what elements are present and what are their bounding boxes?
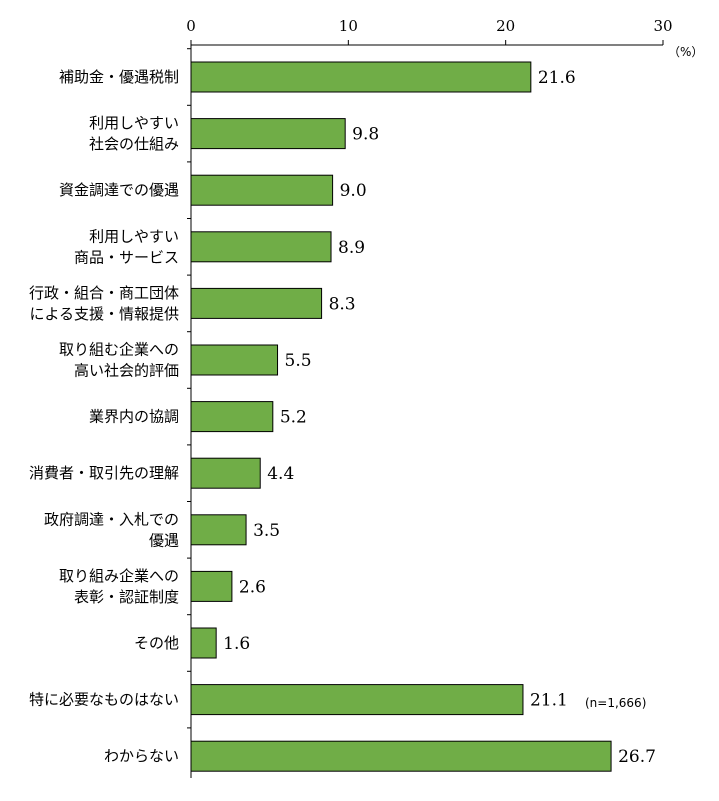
category-label: 特に必要なものはない <box>29 691 179 709</box>
bar-value-label: 8.9 <box>338 238 365 258</box>
bar-value-label: 1.6 <box>223 634 250 654</box>
bar <box>190 514 247 546</box>
bar-value-label: 21.1 <box>530 691 568 711</box>
bar-value-label: 2.6 <box>239 577 266 597</box>
bar-value-label: 3.5 <box>253 521 280 541</box>
bars <box>190 61 612 772</box>
category-label: 資金調達での優遇 <box>59 181 179 199</box>
category-label: 利用しやすい <box>89 227 179 245</box>
bar-value-label: 5.2 <box>280 408 307 428</box>
category-label: 取り組む企業への <box>59 341 179 359</box>
category-label: 表彰・認証制度 <box>74 588 179 606</box>
bar <box>190 627 217 659</box>
bar-value-label: 21.6 <box>538 68 576 88</box>
category-label: 消費者・取引先の理解 <box>29 464 179 482</box>
bar-value-label: 5.5 <box>285 351 312 371</box>
category-label: 商品・サービス <box>74 248 179 266</box>
category-label: 取り組み企業への <box>59 567 179 585</box>
bar <box>190 344 279 376</box>
bar <box>190 118 346 150</box>
bar-value-label: 9.0 <box>340 181 367 201</box>
category-label: 社会の仕組み <box>89 135 179 153</box>
bar <box>190 401 274 433</box>
category-label: 補助金・優遇税制 <box>59 68 179 86</box>
bar-value-label: 4.4 <box>267 464 294 484</box>
sample-size-note: (n=1,666) <box>585 696 646 710</box>
category-labels: 補助金・優遇税制利用しやすい社会の仕組み資金調達での優遇利用しやすい商品・サービ… <box>29 68 179 765</box>
x-tick-label: 30 <box>653 17 672 35</box>
category-label: 利用しやすい <box>89 114 179 132</box>
category-label: 優遇 <box>149 531 179 549</box>
unit-label: （%） <box>668 45 703 59</box>
bar-value-label: 9.8 <box>352 125 379 145</box>
category-label: 行政・組合・商工団体 <box>29 284 179 302</box>
bar <box>190 740 612 772</box>
x-axis: 0 10 20 30 <box>186 17 673 778</box>
x-tick-label: 0 <box>186 17 196 35</box>
bar <box>190 231 332 263</box>
bar <box>190 287 323 319</box>
bar <box>190 570 233 602</box>
category-label: 業界内の協調 <box>89 408 179 426</box>
bar <box>190 457 261 489</box>
category-label: 政府調達・入札での <box>44 510 179 528</box>
bar <box>190 684 524 716</box>
bar <box>190 174 334 206</box>
category-label: 高い社会的評価 <box>74 362 179 380</box>
category-label: わからない <box>104 747 179 765</box>
bar <box>190 61 532 93</box>
category-label: による支援・情報提供 <box>29 305 179 323</box>
x-tick-label: 20 <box>496 17 515 35</box>
category-label: その他 <box>134 634 179 652</box>
bar-value-label: 8.3 <box>329 294 356 314</box>
bar-value-label: 26.7 <box>618 747 656 767</box>
value-labels: 21.6 9.8 9.0 8.9 8.3 5.5 5.2 4.4 3.5 2.6 1.6 21.1 26… <box>223 68 656 767</box>
x-tick-label: 10 <box>339 17 358 35</box>
